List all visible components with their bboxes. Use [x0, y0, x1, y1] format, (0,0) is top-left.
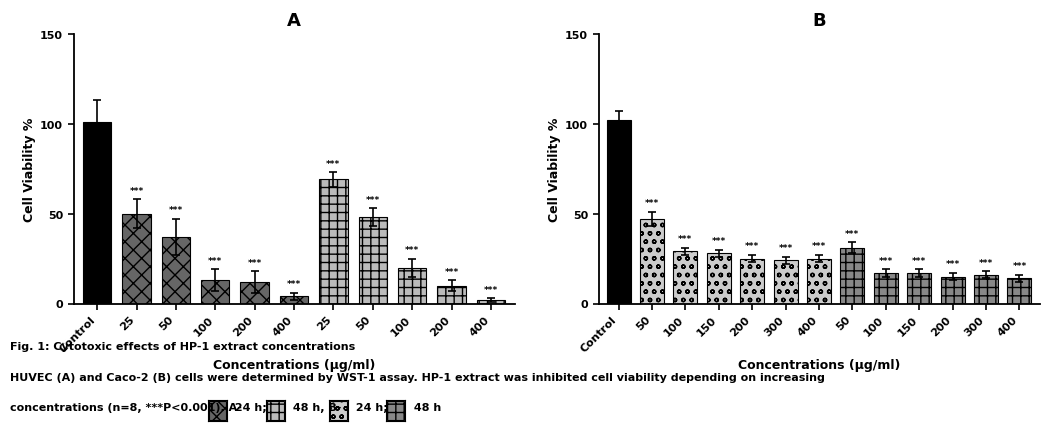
Text: ***: *** [945, 260, 960, 269]
Text: ***: *** [912, 256, 926, 265]
Text: ***: *** [248, 258, 261, 267]
Bar [438, 286, 466, 304]
Text: ***: *** [879, 256, 892, 265]
Text: ***: *** [484, 285, 498, 294]
Text: ***: *** [405, 246, 419, 254]
Text: 24 h;: 24 h; [352, 402, 392, 412]
Text: ***: *** [645, 199, 659, 208]
Bar [162, 237, 190, 304]
Text: 48 h, B-: 48 h, B- [289, 402, 341, 412]
Text: ***: *** [169, 206, 183, 215]
Bar [319, 180, 348, 304]
Bar [359, 218, 386, 304]
Bar [907, 273, 931, 304]
Text: ***: *** [845, 229, 860, 238]
Bar [707, 253, 731, 304]
Bar [607, 121, 631, 304]
Text: ***: *** [287, 279, 301, 289]
Text: 24 h;: 24 h; [231, 402, 271, 412]
X-axis label: Concentrations (μg/ml): Concentrations (μg/ml) [213, 358, 375, 371]
Y-axis label: Cell Viability %: Cell Viability % [548, 117, 561, 221]
Text: HUVEC (A) and Caco-2 (B) cells were determined by WST-1 assay. HP-1 extract was : HUVEC (A) and Caco-2 (B) cells were dete… [10, 372, 825, 382]
Text: ***: *** [327, 159, 340, 168]
Text: ***: *** [712, 237, 726, 246]
Bar [840, 248, 864, 304]
Text: concentrations (n=8, ***P<0.001). A-: concentrations (n=8, ***P<0.001). A- [10, 402, 243, 412]
Bar [673, 252, 697, 304]
Text: ***: *** [1012, 262, 1027, 271]
Y-axis label: Cell Viability %: Cell Viability % [23, 117, 36, 221]
Bar [240, 282, 269, 304]
Text: ***: *** [812, 242, 826, 251]
Bar [122, 214, 151, 304]
Text: ***: *** [208, 256, 223, 265]
Bar [1007, 279, 1031, 304]
Text: ***: *** [979, 258, 993, 267]
Bar [874, 273, 898, 304]
Bar [774, 261, 798, 304]
Bar [807, 259, 831, 304]
Bar [280, 296, 309, 304]
Bar [974, 275, 999, 304]
Bar [941, 277, 965, 304]
Bar [477, 300, 505, 304]
Text: ***: *** [678, 235, 693, 244]
Bar [201, 280, 229, 304]
Bar [398, 268, 426, 304]
Title: A: A [287, 13, 301, 30]
Text: ***: *** [365, 195, 380, 204]
Bar [740, 259, 764, 304]
Text: ***: *** [444, 267, 459, 276]
Text: 48 h: 48 h [410, 402, 441, 412]
Text: ***: *** [129, 186, 144, 195]
Text: Fig. 1: Cytotoxic effects of HP-1 extract concentrations: Fig. 1: Cytotoxic effects of HP-1 extrac… [10, 342, 356, 352]
Text: ***: *** [778, 244, 793, 253]
Bar [83, 123, 111, 304]
X-axis label: Concentrations (μg/ml): Concentrations (μg/ml) [738, 358, 900, 371]
Title: B: B [813, 13, 825, 30]
Text: ***: *** [746, 242, 759, 251]
Bar [639, 220, 664, 304]
